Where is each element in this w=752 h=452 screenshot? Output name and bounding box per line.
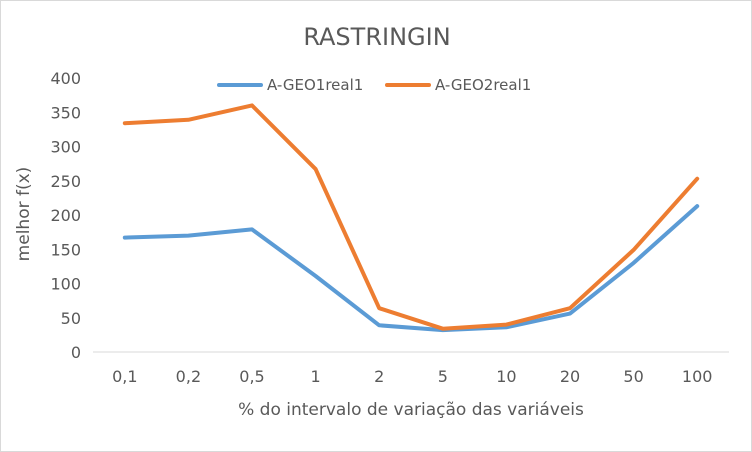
x-tick-label: 20	[560, 367, 580, 386]
legend: A-GEO1real1 A-GEO2real1	[217, 76, 531, 94]
y-tick-label: 200	[50, 206, 81, 225]
series-line-1	[122, 204, 700, 333]
legend-label: A-GEO2real1	[435, 76, 531, 94]
y-tick-label: 350	[50, 103, 81, 122]
x-tick-label: 0,2	[176, 367, 201, 386]
series-line-2	[122, 103, 700, 331]
x-tick-label: 50	[623, 367, 643, 386]
x-tick-label: 1	[311, 367, 321, 386]
y-tick-label: 400	[50, 69, 81, 88]
y-tick-label: 300	[50, 138, 81, 157]
x-tick-label: 100	[682, 367, 713, 386]
x-tick-label: 0,5	[239, 367, 264, 386]
y-tick-label: 0	[71, 343, 81, 362]
x-tick-label: 5	[438, 367, 448, 386]
series-layer	[122, 103, 700, 333]
y-tick-label: 100	[50, 275, 81, 294]
y-tick-label: 150	[50, 240, 81, 259]
x-tick-label: 2	[374, 367, 384, 386]
x-axis: 0,1 0,2 0,5 1 2 5 10 20 50 100	[93, 351, 729, 386]
y-axis-title: melhor f(x)	[14, 167, 34, 262]
x-tick-label: 0,1	[112, 367, 137, 386]
y-axis: 0 50 100 150 200 250 300 350 400	[50, 69, 81, 362]
y-tick-label: 250	[50, 172, 81, 191]
y-tick-label: 50	[61, 309, 81, 328]
x-axis-title: % do intervalo de variação das variáveis	[238, 400, 584, 420]
x-tick-label: 10	[496, 367, 516, 386]
chart-title: RASTRINGIN	[303, 23, 450, 51]
legend-label: A-GEO1real1	[267, 76, 363, 94]
